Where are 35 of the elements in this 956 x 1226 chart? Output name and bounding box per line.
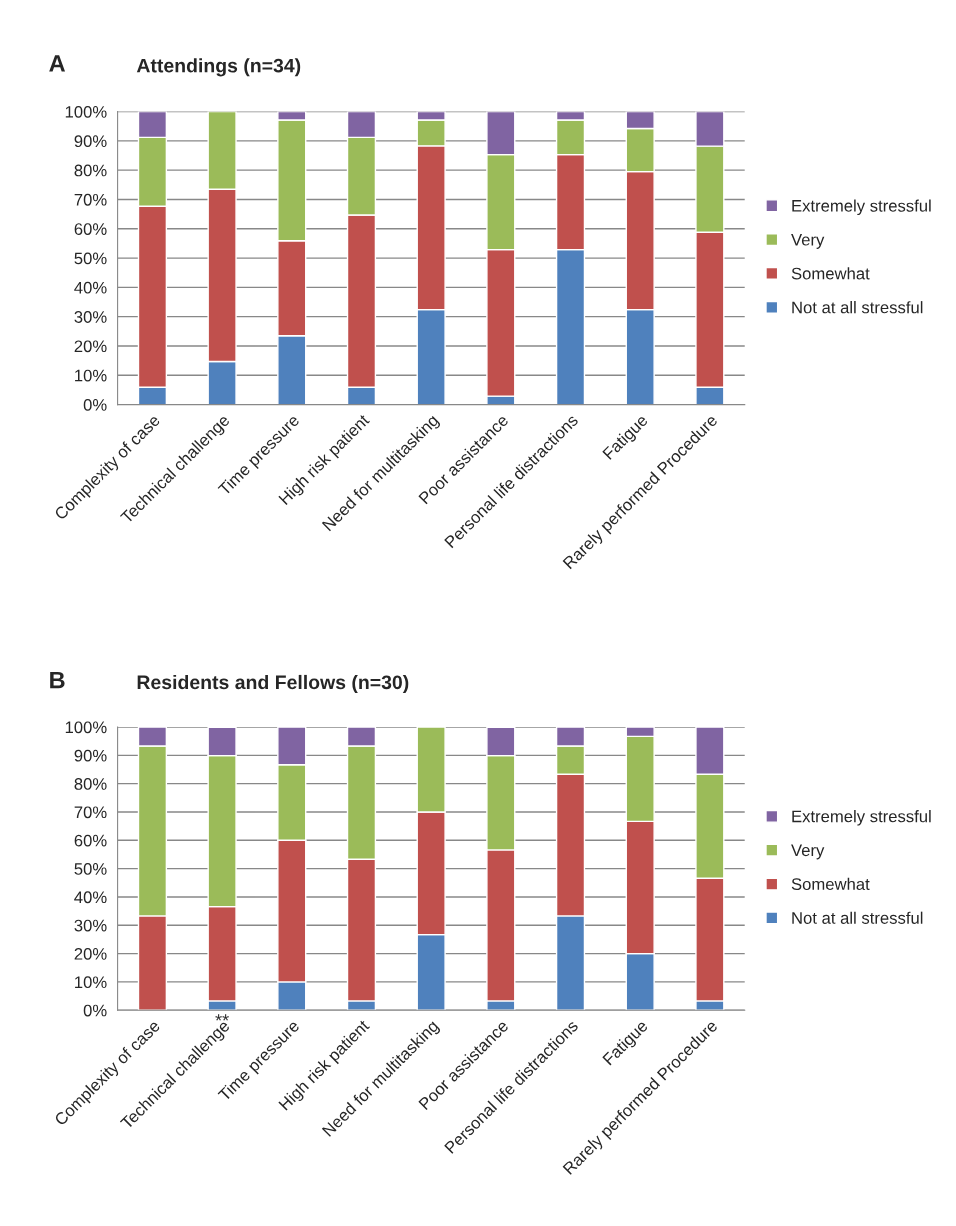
text: B: [50, 671, 65, 689]
y-tick-label: 30%: [74, 311, 107, 323]
text: **: [215, 1014, 229, 1021]
chart-title: Attendings (n=34): [136, 58, 301, 77]
text: A: [49, 55, 66, 72]
y-tick-label: 50%: [74, 252, 107, 265]
legend-label: Not at all stressful: [792, 911, 923, 924]
y-tick-label: 0%: [83, 398, 107, 411]
y-tick-label: 10%: [75, 369, 107, 382]
y-tick-label: 20%: [74, 947, 107, 960]
y-tick-label: 70%: [74, 193, 107, 206]
y-tick-label: 10%: [75, 976, 107, 989]
legend-label: Very: [791, 233, 825, 249]
y-tick-label: 60%: [74, 834, 107, 847]
y-tick-label: 50%: [74, 863, 107, 875]
legend-label: Not at all stressful: [792, 301, 923, 314]
legend-label: Extremely stressful: [792, 810, 931, 826]
y-tick-label: 80%: [74, 164, 107, 177]
y-tick-label: 100%: [65, 105, 107, 118]
chart-title: Residents and Fellows (n=30): [137, 674, 409, 694]
y-tick-label: 70%: [74, 806, 107, 819]
y-tick-label: 90%: [74, 135, 107, 148]
y-tick-label: 30%: [74, 919, 107, 932]
legend-label: Extremely stressful: [792, 199, 931, 216]
legend-label: Somewhat: [791, 877, 870, 891]
y-tick-label: 80%: [74, 778, 107, 790]
legend-label: Very: [791, 844, 825, 860]
y-tick-label: 90%: [74, 749, 107, 762]
y-tick-label: 0%: [83, 1004, 107, 1017]
y-tick-label: 40%: [74, 891, 107, 904]
legend-label: Somewhat: [791, 267, 870, 280]
y-tick-label: 100%: [65, 721, 107, 734]
y-tick-label: 60%: [74, 223, 107, 235]
y-tick-label: 20%: [74, 340, 107, 353]
y-tick-label: 40%: [74, 281, 107, 294]
